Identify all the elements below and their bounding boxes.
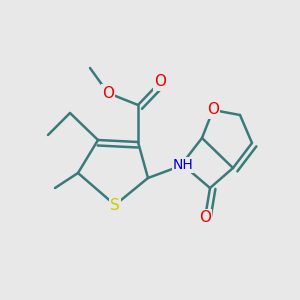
- Text: O: O: [207, 103, 219, 118]
- Text: O: O: [102, 85, 114, 100]
- Text: S: S: [110, 197, 120, 212]
- Text: O: O: [199, 211, 211, 226]
- Text: O: O: [154, 74, 166, 89]
- Text: NH: NH: [172, 158, 194, 172]
